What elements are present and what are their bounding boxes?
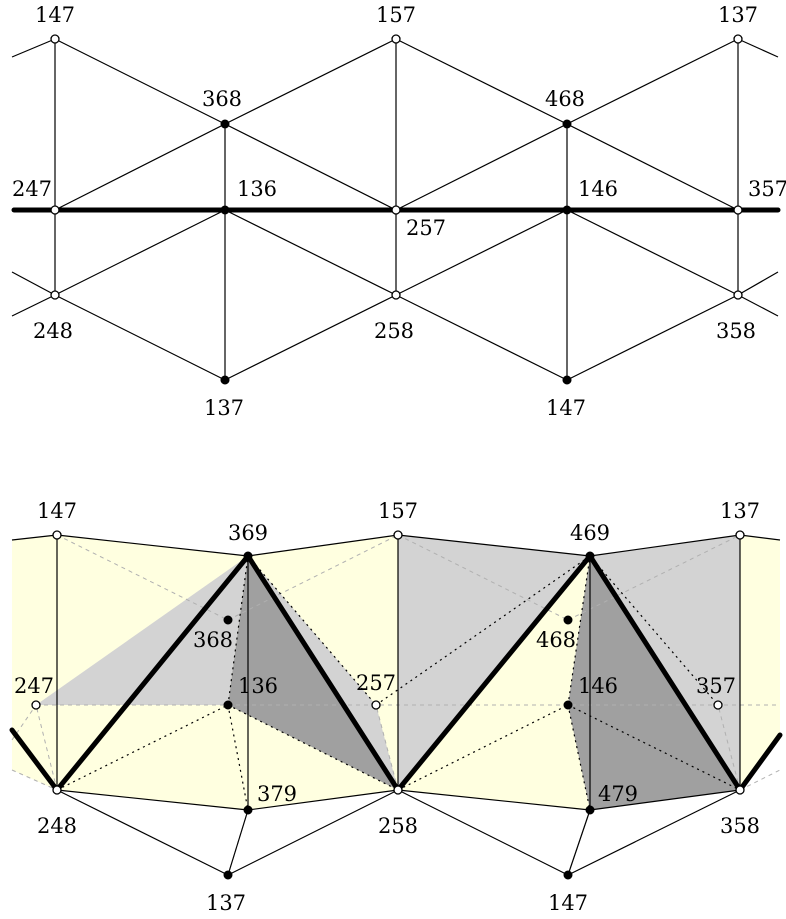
vertex-358	[733, 290, 743, 300]
label-468: 468	[545, 87, 585, 111]
vertex-137-bottom	[223, 870, 233, 880]
top-diagram: 147 157 137 368 468 247 136 257 146 357 …	[11, 3, 786, 420]
label-137-bottom: 137	[204, 396, 244, 420]
label-358: 358	[716, 319, 756, 343]
label-258: 258	[374, 319, 414, 343]
label-257: 257	[356, 671, 396, 695]
bottom-solid-edges	[11, 534, 781, 876]
vertex-247	[50, 205, 60, 215]
vertex-358	[735, 785, 745, 795]
label-136: 136	[238, 674, 278, 698]
top-vertices	[50, 34, 743, 385]
label-257: 257	[406, 216, 446, 240]
bottom-vertices	[31, 530, 745, 880]
vertex-257	[371, 700, 381, 710]
label-479: 479	[598, 782, 638, 806]
vertex-369	[243, 551, 253, 561]
grey-face-469-137	[590, 535, 740, 790]
label-379: 379	[257, 782, 297, 806]
vertex-248	[52, 785, 62, 795]
vertex-368	[223, 615, 233, 625]
vertex-368	[220, 119, 230, 129]
label-357: 357	[696, 674, 736, 698]
label-368: 368	[193, 628, 233, 652]
dark-face-369-136-258	[228, 556, 398, 790]
label-147: 147	[37, 499, 77, 523]
top-edges	[11, 38, 779, 381]
label-137-right: 137	[720, 499, 760, 523]
vertex-247	[31, 700, 41, 710]
top-labels: 147 157 137 368 468 247 136 257 146 357 …	[12, 3, 786, 420]
label-157: 157	[376, 3, 416, 27]
bottom-dark-grey-faces	[228, 556, 740, 810]
label-137-right: 137	[718, 3, 758, 27]
label-247: 247	[14, 674, 54, 698]
label-146: 146	[578, 177, 618, 201]
vertex-136	[220, 205, 230, 215]
label-258: 258	[378, 814, 418, 838]
label-247: 247	[12, 177, 52, 201]
label-468: 468	[536, 628, 576, 652]
vertex-147	[52, 530, 62, 540]
vertex-136	[223, 700, 233, 710]
label-146: 146	[578, 674, 618, 698]
grey-face-157-469	[398, 535, 590, 790]
vertex-146	[562, 205, 572, 215]
label-136: 136	[237, 177, 277, 201]
label-147-bottom: 147	[546, 396, 586, 420]
vertex-357	[713, 700, 723, 710]
vertex-258	[391, 290, 401, 300]
label-147: 147	[35, 3, 75, 27]
bottom-labels: 147 369 157 469 137 368 468 247 136 257 …	[14, 499, 760, 915]
label-358: 358	[720, 814, 760, 838]
label-368: 368	[202, 87, 242, 111]
vertex-258	[393, 785, 403, 795]
vertex-147	[50, 34, 60, 44]
vertex-248	[50, 290, 60, 300]
vertex-157	[391, 34, 401, 44]
vertex-479	[585, 805, 595, 815]
vertex-357	[733, 205, 743, 215]
vertex-146	[563, 700, 573, 710]
vertex-147-bottom	[562, 375, 572, 385]
yellow-face-right	[740, 535, 780, 790]
vertex-468	[562, 119, 572, 129]
label-248: 248	[37, 814, 77, 838]
vertex-379	[243, 805, 253, 815]
vertex-137-right	[735, 530, 745, 540]
bottom-dotted-edges	[56, 555, 741, 811]
label-157: 157	[378, 499, 418, 523]
vertex-469	[585, 551, 595, 561]
vertex-257	[391, 205, 401, 215]
bottom-diagram: 147 369 157 469 137 368 468 247 136 257 …	[9, 499, 783, 915]
yellow-face-right-mid	[398, 556, 590, 810]
label-137-bottom: 137	[206, 891, 246, 915]
label-248: 248	[33, 319, 73, 343]
vertex-468	[563, 615, 573, 625]
grey-face-247-369	[36, 556, 248, 705]
vertex-157	[393, 530, 403, 540]
label-469: 469	[570, 521, 610, 545]
dark-face-469-146-358	[568, 556, 740, 810]
label-369: 369	[228, 521, 268, 545]
label-147-bottom: 147	[548, 891, 588, 915]
label-357: 357	[748, 177, 786, 201]
vertex-137-right	[733, 34, 743, 44]
vertex-137-bottom	[220, 375, 230, 385]
bottom-hidden-edges	[11, 534, 781, 876]
vertex-147-bottom	[563, 870, 573, 880]
